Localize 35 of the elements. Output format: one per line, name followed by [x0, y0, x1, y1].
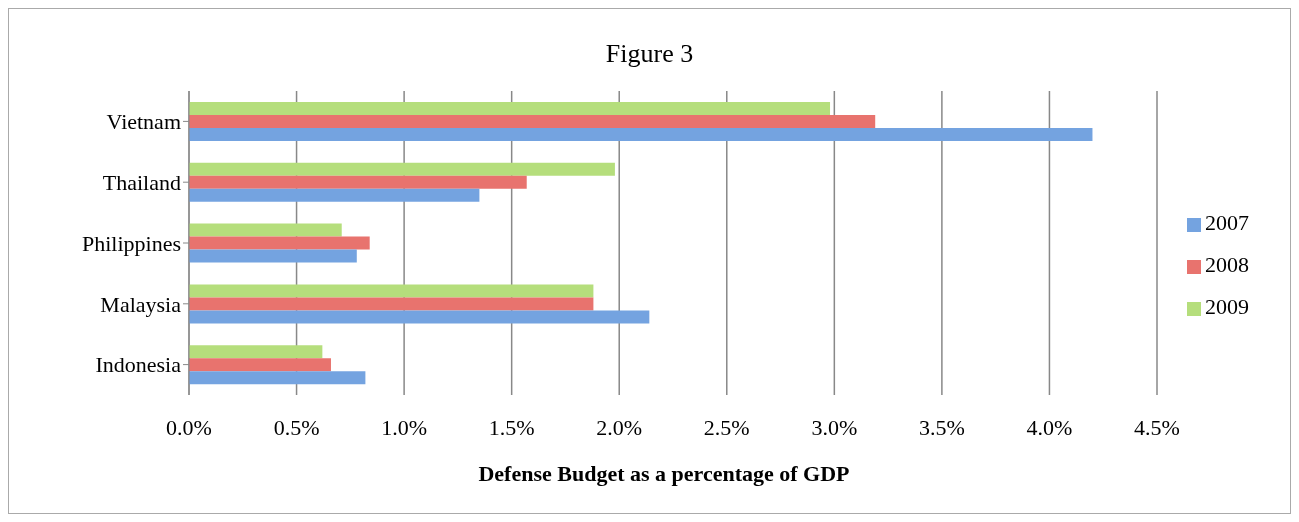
bar [189, 236, 370, 250]
legend-label: 2008 [1205, 252, 1249, 277]
bar [189, 102, 831, 115]
x-tick-label: 3.0% [811, 414, 858, 440]
legend-label: 2009 [1205, 294, 1249, 319]
bar [189, 128, 1093, 141]
y-tick-label: Thailand [102, 170, 181, 196]
bar [189, 175, 527, 189]
bar [189, 371, 366, 385]
y-tick-label: Malaysia [100, 291, 182, 317]
chart-title: Figure 3 [604, 39, 695, 70]
x-tick-label: 1.5% [488, 414, 535, 440]
y-tick-label: Vietnam [106, 109, 181, 135]
bar [189, 188, 480, 202]
x-tick-label: 1.0% [381, 414, 428, 440]
x-tick-label: 4.5% [1134, 414, 1180, 440]
bar [189, 249, 357, 263]
legend-label: 2007 [1205, 210, 1249, 235]
x-tick-label: 2.5% [703, 414, 750, 440]
x-tick-label: 2.0% [596, 414, 643, 440]
x-axis-title: Defense Budget as a percentage of GDP [477, 461, 851, 487]
bar [189, 115, 876, 128]
y-tick-label: Philippines [81, 230, 181, 256]
bar [189, 284, 594, 298]
y-tick-label: Indonesia [95, 352, 182, 378]
bar [189, 162, 615, 176]
x-tick-label: 0.5% [273, 414, 320, 440]
bar [189, 310, 650, 324]
bar [189, 345, 323, 359]
x-tick-label: 0.0% [166, 414, 212, 440]
x-tick-label: 4.0% [1026, 414, 1073, 440]
bar [189, 358, 331, 372]
x-tick-label: 3.5% [918, 414, 965, 440]
bar [189, 223, 342, 237]
bar [189, 297, 594, 311]
